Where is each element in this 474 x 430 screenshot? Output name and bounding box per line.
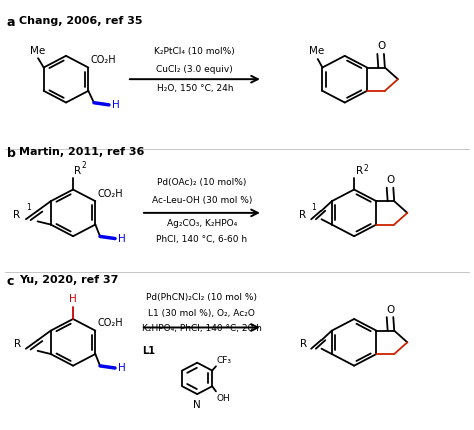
- Text: CO₂H: CO₂H: [90, 55, 116, 65]
- Text: R: R: [301, 339, 308, 350]
- Text: 2: 2: [82, 161, 86, 170]
- Text: R: R: [356, 166, 364, 176]
- Text: H₂O, 150 °C, 24h: H₂O, 150 °C, 24h: [156, 84, 233, 93]
- Text: Yu, 2020, ref 37: Yu, 2020, ref 37: [19, 275, 118, 285]
- Text: Chang, 2006, ref 35: Chang, 2006, ref 35: [19, 15, 143, 25]
- Text: Me: Me: [29, 46, 45, 55]
- Text: Ac-Leu-OH (30 mol %): Ac-Leu-OH (30 mol %): [152, 196, 252, 205]
- Text: PhCl, 140 °C, 6-60 h: PhCl, 140 °C, 6-60 h: [156, 235, 247, 244]
- Text: H: H: [118, 233, 126, 243]
- Text: H: H: [118, 363, 126, 373]
- Text: R: R: [13, 210, 20, 220]
- Text: Pd(OAc)₂ (10 mol%): Pd(OAc)₂ (10 mol%): [157, 178, 246, 187]
- Text: H: H: [69, 294, 77, 304]
- Text: O: O: [386, 304, 394, 314]
- Text: R: R: [300, 210, 307, 220]
- Text: L1 (30 mol %), O₂, Ac₂O: L1 (30 mol %), O₂, Ac₂O: [148, 309, 255, 318]
- Text: Me: Me: [309, 46, 324, 56]
- Text: R: R: [14, 339, 21, 350]
- Text: a: a: [7, 15, 15, 28]
- Text: CuCl₂ (3.0 equiv): CuCl₂ (3.0 equiv): [156, 65, 233, 74]
- Text: Ag₂CO₃, K₂HPO₄: Ag₂CO₃, K₂HPO₄: [167, 219, 237, 228]
- Text: CF₃: CF₃: [217, 356, 232, 365]
- Text: K₂PtCl₄ (10 mol%): K₂PtCl₄ (10 mol%): [155, 47, 235, 56]
- Text: N: N: [193, 399, 201, 410]
- Text: CO₂H: CO₂H: [97, 318, 123, 328]
- Text: b: b: [7, 147, 15, 160]
- Text: R: R: [74, 166, 82, 176]
- Text: O: O: [377, 41, 385, 51]
- Text: H: H: [112, 100, 119, 110]
- Text: c: c: [7, 275, 14, 288]
- Text: Martin, 2011, ref 36: Martin, 2011, ref 36: [19, 147, 145, 157]
- Text: K₂HPO₄, PhCl, 140 °C, 20 h: K₂HPO₄, PhCl, 140 °C, 20 h: [142, 324, 262, 333]
- Text: 2: 2: [364, 163, 368, 172]
- Text: OH: OH: [217, 394, 231, 403]
- Text: CO₂H: CO₂H: [97, 189, 123, 199]
- Text: L1: L1: [142, 346, 155, 356]
- Text: 1: 1: [27, 203, 31, 212]
- Text: Pd(PhCN)₂Cl₂ (10 mol %): Pd(PhCN)₂Cl₂ (10 mol %): [146, 293, 257, 302]
- Text: O: O: [386, 175, 394, 185]
- Text: 1: 1: [311, 203, 316, 212]
